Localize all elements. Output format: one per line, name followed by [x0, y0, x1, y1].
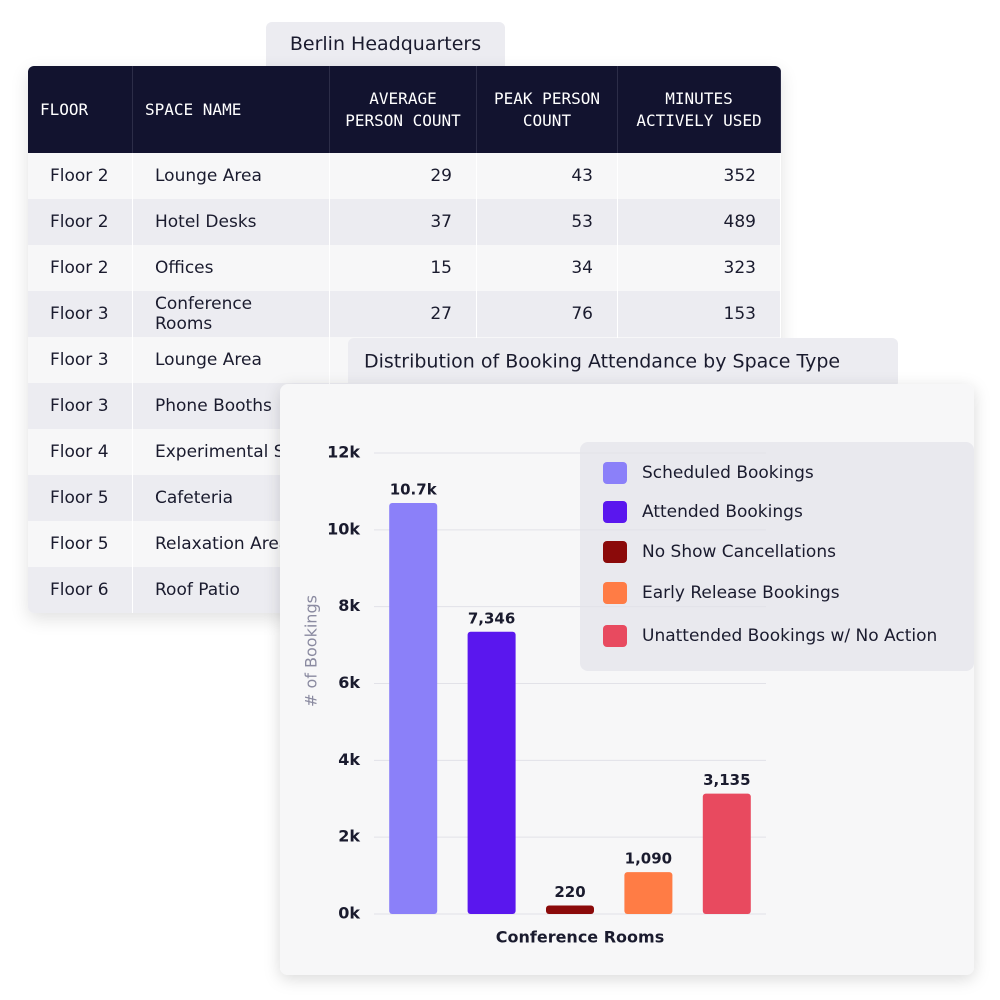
y-tick-label: 6k	[338, 673, 360, 692]
table-cell: 76	[476, 291, 618, 337]
legend	[580, 442, 974, 671]
y-axis-label: # of Bookings	[302, 595, 321, 707]
value-label: 3,135	[703, 771, 750, 789]
table-title: Berlin Headquarters	[266, 22, 505, 66]
table-cell: 43	[476, 153, 618, 199]
table-cell: 34	[476, 245, 618, 291]
x-tick-label: Conference Rooms	[496, 928, 664, 947]
table-cell: Conference Rooms	[132, 291, 330, 337]
table-cell: 323	[617, 245, 781, 291]
table-cell: 29	[329, 153, 477, 199]
table-cell: Offices	[132, 245, 330, 291]
column-header: FLOOR	[28, 66, 133, 153]
column-header: MINUTES ACTIVELY USED	[617, 66, 781, 153]
y-tick-label: 12k	[327, 443, 360, 462]
value-label: 10.7k	[390, 480, 438, 498]
legend-label: Early Release Bookings	[642, 583, 840, 603]
table-cell: Floor 3	[28, 337, 133, 383]
bar	[546, 905, 594, 914]
table-cell: 27	[329, 291, 477, 337]
legend-label: Scheduled Bookings	[642, 463, 814, 483]
table-cell: 153	[617, 291, 781, 337]
y-tick-label: 8k	[338, 596, 360, 615]
column-header: PEAK PERSON COUNT	[476, 66, 618, 153]
table-cell: Lounge Area	[132, 153, 330, 199]
table-cell: Floor 3	[28, 383, 133, 429]
value-label: 220	[554, 883, 585, 901]
table-cell: Hotel Desks	[132, 199, 330, 245]
table-row: Floor 3 Conference Rooms 27 76 153	[28, 291, 781, 337]
legend-swatch	[603, 582, 627, 604]
bar	[702, 793, 751, 914]
y-tick-label: 0k	[338, 904, 360, 923]
legend-label: Unattended Bookings w/ No Action	[642, 626, 937, 646]
table-cell: 15	[329, 245, 477, 291]
bar	[467, 631, 516, 914]
column-header: AVERAGE PERSON COUNT	[329, 66, 477, 153]
table-cell: Floor 2	[28, 245, 133, 291]
table-cell: 37	[329, 199, 477, 245]
y-tick-label: 10k	[327, 519, 360, 538]
bar	[624, 872, 673, 914]
chart-title: Distribution of Booking Attendance by Sp…	[364, 351, 840, 373]
column-header: SPACE NAME	[132, 66, 330, 153]
table-cell: Floor 5	[28, 475, 133, 521]
table-cell: Lounge Area	[132, 337, 330, 383]
table-row: Floor 2 Lounge Area 29 43 352	[28, 153, 781, 199]
table-cell: Floor 5	[28, 521, 133, 567]
table-cell: Floor 3	[28, 291, 133, 337]
bar	[389, 502, 438, 914]
table-cell: 53	[476, 199, 618, 245]
table-row: Floor 2 Hotel Desks 37 53 489	[28, 199, 781, 245]
table-cell: 489	[617, 199, 781, 245]
y-tick-label: 2k	[338, 827, 360, 846]
table-row: Floor 2 Offices 15 34 323	[28, 245, 781, 291]
table-cell: Floor 4	[28, 429, 133, 475]
value-label: 7,346	[468, 609, 515, 627]
legend-swatch	[603, 625, 627, 647]
legend-label: Attended Bookings	[642, 502, 803, 522]
legend-swatch	[603, 462, 627, 484]
table-cell: 352	[617, 153, 781, 199]
table-cell: Floor 2	[28, 199, 133, 245]
table-cell: Floor 6	[28, 567, 133, 613]
header-row: FLOOR SPACE NAME AVERAGE PERSON COUNT PEAK …	[28, 66, 781, 153]
legend-swatch	[603, 541, 627, 563]
legend-swatch	[603, 501, 627, 523]
value-label: 1,090	[625, 850, 672, 868]
legend-label: No Show Cancellations	[642, 542, 836, 562]
chart-title-tab	[348, 338, 898, 388]
table-cell: Floor 2	[28, 153, 133, 199]
y-tick-label: 4k	[338, 750, 360, 769]
